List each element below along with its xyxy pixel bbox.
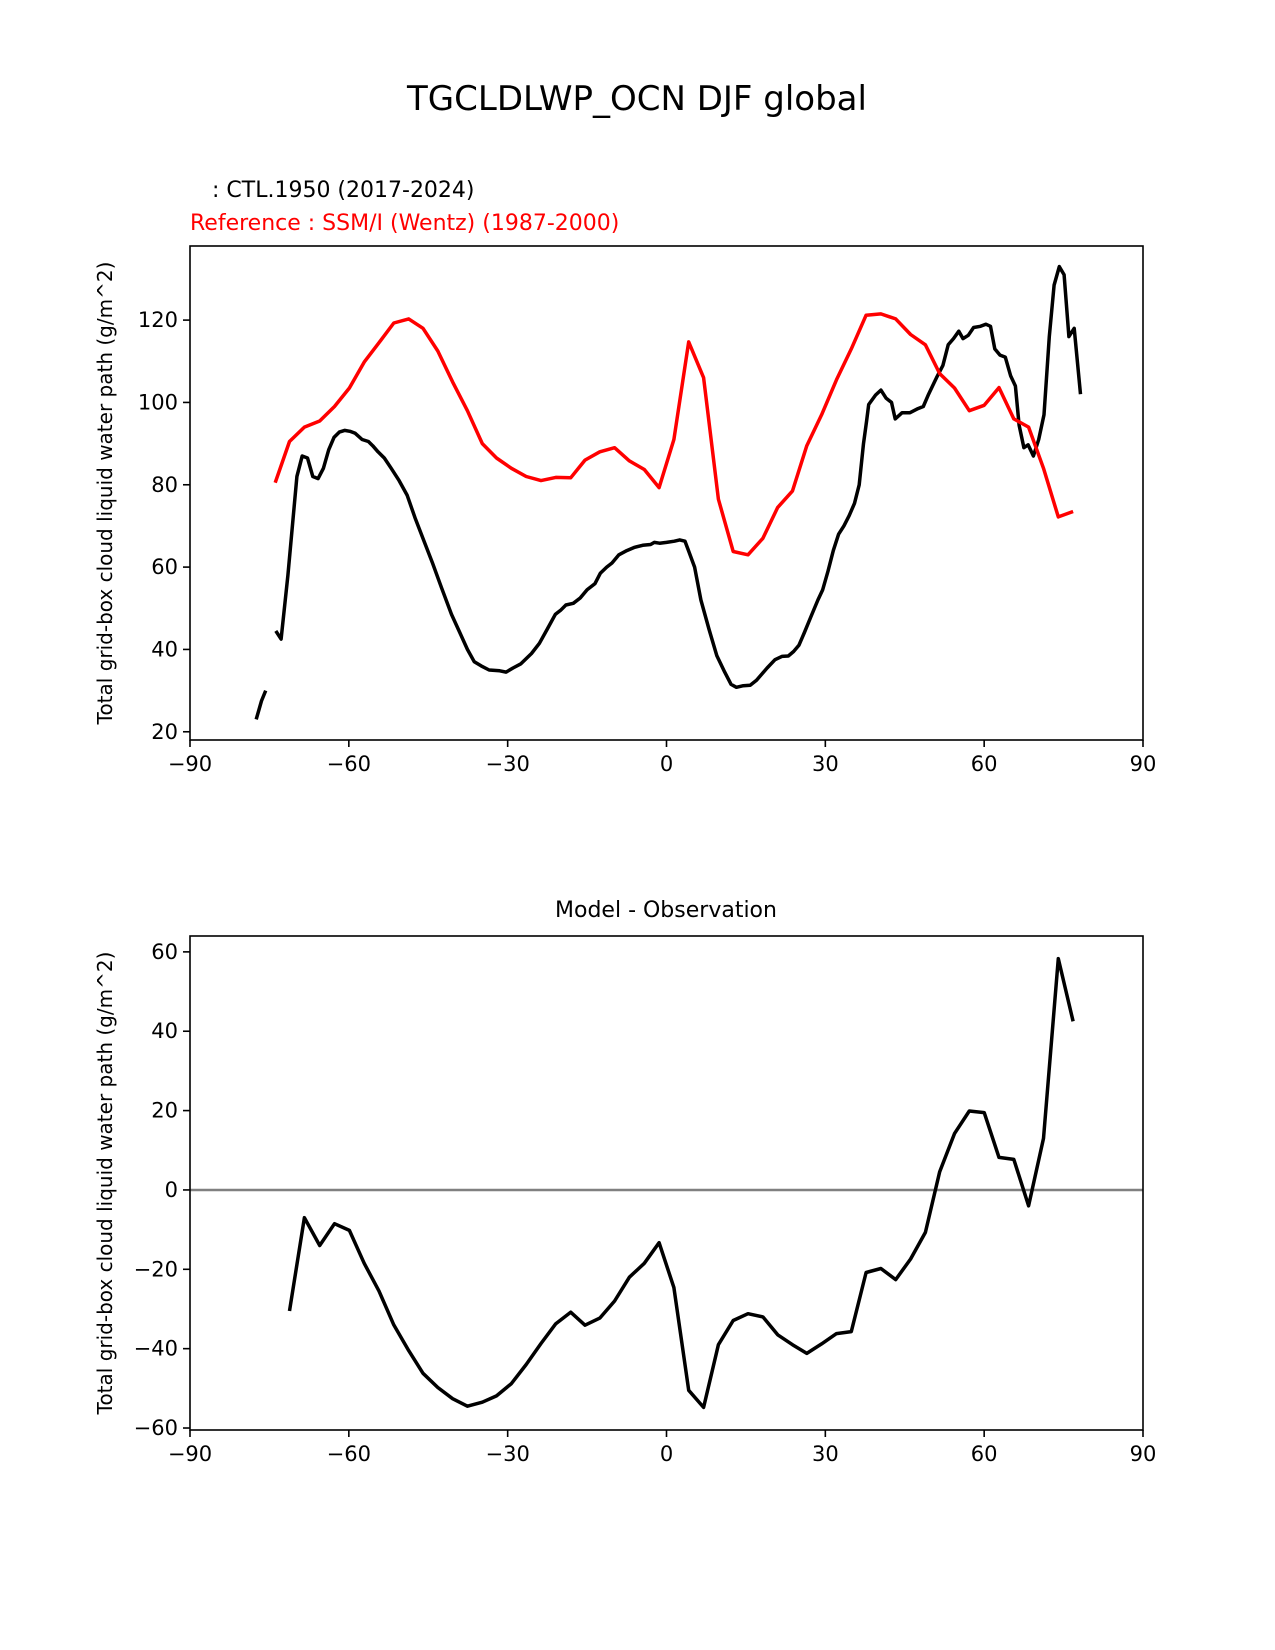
y-tick-label: 40	[151, 637, 178, 661]
y-tick-label: 20	[151, 720, 178, 744]
x-tick-label: −60	[327, 752, 371, 776]
top-line-chart: : CTL.1950 (2017-2024) Reference : SSM/I…	[93, 178, 1156, 776]
x-tick-label: 30	[812, 1442, 839, 1466]
bottom-line-chart: Model - Observation Total grid-box cloud…	[93, 898, 1156, 1466]
x-tick-label: 0	[660, 1442, 673, 1466]
plot-frame	[189, 245, 1144, 741]
y-tick-label: 120	[138, 308, 178, 332]
x-tick-label: 60	[971, 752, 998, 776]
series-line-ssm-i-wentz	[273, 312, 1074, 557]
x-tick-label: 90	[1130, 752, 1157, 776]
x-tick-label: 90	[1130, 1442, 1157, 1466]
series-line-ctl-1950	[254, 689, 268, 720]
y-tick-label: 40	[151, 1019, 178, 1043]
x-tick-label: −90	[168, 1442, 212, 1466]
legend-reference-text: Reference : SSM/I (Wentz) (1987-2000)	[190, 211, 619, 236]
y-tick-label: 60	[151, 940, 178, 964]
y-tick-label: −40	[134, 1337, 178, 1361]
y-tick-label: 80	[151, 473, 178, 497]
y-tick-label: 100	[138, 390, 178, 414]
series-line-model-observation	[287, 956, 1075, 1410]
legend-model-text: : CTL.1950 (2017-2024)	[205, 178, 475, 203]
x-tick-label: −30	[486, 1442, 530, 1466]
x-tick-label: −30	[486, 752, 530, 776]
y-tick-label: 60	[151, 555, 178, 579]
y-tick-label: 0	[165, 1178, 178, 1202]
y-axis-label: Total grid-box cloud liquid water path (…	[93, 952, 117, 1416]
x-tick-label: −60	[327, 1442, 371, 1466]
x-tick-label: 60	[971, 1442, 998, 1466]
y-axis-label: Total grid-box cloud liquid water path (…	[93, 262, 117, 726]
figure-title: TGCLDLWP_OCN DJF global	[406, 79, 867, 119]
y-tick-label: −20	[134, 1257, 178, 1281]
chart-title: Model - Observation	[555, 898, 777, 923]
x-tick-label: −90	[168, 752, 212, 776]
x-tick-label: 30	[812, 752, 839, 776]
series-line-ctl-1950	[274, 264, 1083, 690]
plot-frame	[189, 935, 1144, 1431]
x-tick-label: 0	[660, 752, 673, 776]
y-tick-label: 20	[151, 1099, 178, 1123]
y-tick-label: −60	[134, 1416, 178, 1440]
